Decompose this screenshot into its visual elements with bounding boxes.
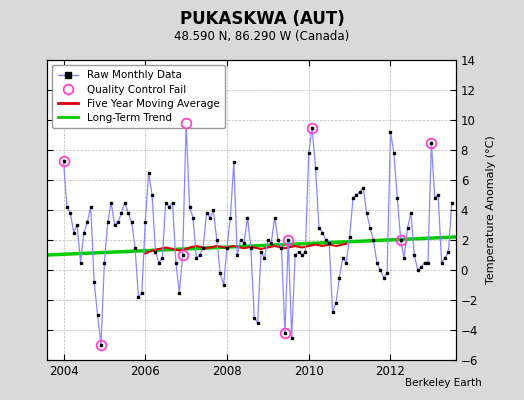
Text: PUKASKWA (AUT): PUKASKWA (AUT) bbox=[180, 10, 344, 28]
Y-axis label: Temperature Anomaly (°C): Temperature Anomaly (°C) bbox=[486, 136, 496, 284]
Text: 48.590 N, 86.290 W (Canada): 48.590 N, 86.290 W (Canada) bbox=[174, 30, 350, 43]
Text: Berkeley Earth: Berkeley Earth bbox=[406, 378, 482, 388]
Legend: Raw Monthly Data, Quality Control Fail, Five Year Moving Average, Long-Term Tren: Raw Monthly Data, Quality Control Fail, … bbox=[52, 65, 225, 128]
